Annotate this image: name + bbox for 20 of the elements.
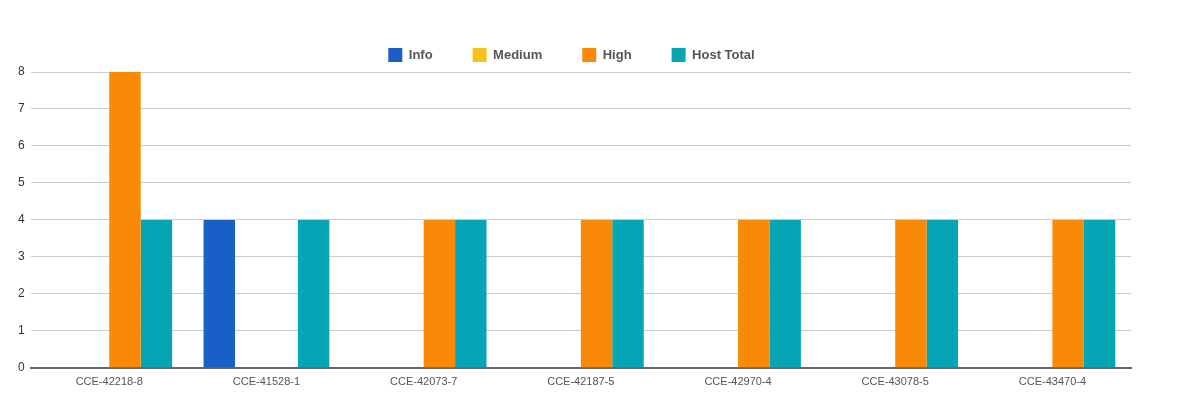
x-tick-label: CCE-43078-5 — [861, 375, 929, 388]
y-tick-label: 3 — [17, 249, 25, 264]
x-tick-label: CCE-42073-7 — [390, 375, 458, 388]
x-tick-label: CCE-42218-8 — [75, 375, 143, 388]
y-tick-label: 5 — [17, 175, 25, 190]
x-tick-label: CCE-41528-1 — [232, 375, 301, 388]
x-tick-label: CCE-42970-4 — [704, 375, 772, 388]
legend-label: High — [602, 46, 632, 62]
y-tick-label: 0 — [17, 360, 25, 375]
legend-label: Host Total — [692, 46, 755, 62]
y-tick-label: 6 — [17, 138, 25, 153]
legend-label: Medium — [493, 46, 543, 62]
legend-label: Info — [408, 46, 433, 62]
y-tick-label: 1 — [17, 323, 25, 338]
y-tick-label: 8 — [17, 64, 25, 79]
y-tick-label: 7 — [17, 101, 25, 116]
x-tick-label: CCE-42187-5 — [547, 375, 615, 388]
y-tick-label: 4 — [17, 212, 25, 227]
x-tick-label: CCE-43470-4 — [1018, 375, 1087, 388]
y-tick-label: 2 — [17, 286, 25, 301]
